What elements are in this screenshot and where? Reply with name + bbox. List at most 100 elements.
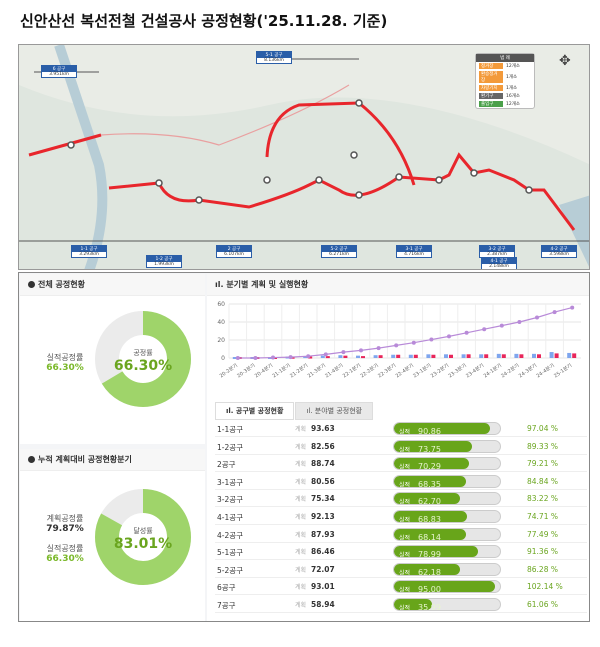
legend-title: 범 례 bbox=[476, 54, 534, 62]
actual-value: 35.99 bbox=[418, 603, 441, 611]
legend-count: 12개소 bbox=[506, 102, 521, 107]
cumulative-plan-value: 79.87% bbox=[46, 524, 84, 534]
line-point bbox=[288, 355, 293, 360]
progress-fill bbox=[394, 581, 495, 593]
section-length: 8.136km bbox=[264, 58, 284, 63]
section-name: 1-1공구 bbox=[217, 425, 244, 434]
overall-donut-fill bbox=[95, 311, 191, 407]
x-tick-label: 21-2분기 bbox=[288, 362, 309, 380]
plan-value: 87.93 bbox=[311, 529, 335, 539]
actual-progress-bar: 실적 62.70 bbox=[393, 492, 501, 506]
line-point bbox=[235, 356, 240, 360]
actual-progress-bar: 실적 73.75 bbox=[393, 439, 501, 453]
x-tick-label: 24-2분기 bbox=[500, 362, 521, 380]
cumulative-panel: 누적 계획대비 공정현황분기 계획공정률 79.87% 실적공정률 66.30% 달… bbox=[20, 449, 205, 621]
pie-icon bbox=[28, 456, 35, 463]
x-tick-label: 23-3분기 bbox=[447, 362, 468, 380]
achievement-rate: 83.22 % bbox=[527, 494, 558, 504]
bar-plan bbox=[303, 356, 308, 359]
line-point bbox=[429, 337, 434, 342]
cumulative-center: 달성률 83.01% bbox=[103, 526, 183, 552]
actual-label: 실적 bbox=[399, 464, 411, 471]
table-row: 1-2공구 계획 82.56 실적 73.75 89.33 % bbox=[215, 438, 587, 455]
bar-plan bbox=[444, 354, 448, 358]
section-name: 5-1공구 bbox=[217, 548, 244, 558]
overall-actual-block: 실적공정률 66.30% bbox=[30, 352, 100, 373]
plan-value: 92.13 bbox=[311, 512, 335, 521]
actual-progress-bar: 실적 68.83 bbox=[393, 510, 501, 523]
section-length: 2.387km bbox=[487, 252, 507, 257]
achievement-rate: 97.04 % bbox=[527, 424, 558, 433]
bar-plan bbox=[232, 357, 237, 359]
plan-value: 58.94 bbox=[311, 600, 335, 609]
line-point bbox=[341, 350, 346, 355]
actual-progress-bar: 실적 62.18 bbox=[393, 562, 501, 576]
actual-label: 실적 bbox=[399, 587, 411, 594]
overall-center: 공정률 66.30% bbox=[103, 348, 183, 374]
bar-actual bbox=[572, 353, 577, 358]
section-label: 5-2 공구 6.271km bbox=[321, 245, 357, 258]
section-name: 3-2공구 bbox=[217, 495, 244, 505]
bar-actual bbox=[484, 354, 489, 358]
tab-section-progress[interactable]: ıl. 공구별 공정현황 bbox=[215, 402, 295, 420]
x-tick-label: 25-1분기 bbox=[552, 362, 573, 380]
achievement-rate: 86.28 % bbox=[527, 564, 558, 574]
cumulative-actual-value: 66.30% bbox=[46, 554, 84, 564]
achievement-rate: 84.84 % bbox=[527, 476, 558, 486]
legend-label: 환기구 bbox=[479, 93, 503, 99]
bar-plan bbox=[373, 355, 378, 358]
cumulative-center-label: 달성률 bbox=[133, 527, 153, 535]
actual-label: 실적 bbox=[399, 446, 411, 453]
bar-actual bbox=[449, 354, 453, 358]
progress-fill bbox=[394, 511, 467, 522]
x-tick-label: 24-1분기 bbox=[482, 362, 503, 380]
section-label: 3-1 공구 4.716km bbox=[396, 245, 432, 258]
bar-actual bbox=[554, 353, 559, 358]
quarterly-panel: ıl. 분기별 계획 및 실행현황 0 20 40 60 20-2분기 20-3분기 20-… bbox=[207, 274, 589, 621]
section-name: 7공구 bbox=[217, 601, 236, 610]
section-name: 3-1공구 bbox=[217, 477, 244, 487]
legend-item: 환기구 16개소 bbox=[476, 92, 534, 100]
quarterly-chart: 020406020-2분기20-3분기20-4분기21-1분기21-2분기21-… bbox=[217, 301, 581, 380]
tab-field-progress[interactable]: ıl. 분야별 공정현황 bbox=[295, 402, 374, 420]
progress-fill bbox=[394, 493, 461, 505]
tab-bar: ıl. 공구별 공정현황 ıl. 분야별 공정현황 bbox=[215, 402, 374, 420]
table-row: 4-2공구 계획 87.93 실적 68.14 77.49 % bbox=[215, 526, 587, 543]
actual-value: 95.00 bbox=[418, 585, 441, 594]
legend-count: 12개소 bbox=[506, 64, 521, 69]
table-row: 6공구 계획 93.01 실적 95.00 102.14 % bbox=[215, 578, 587, 596]
actual-progress-bar: 실적 35.99 bbox=[393, 598, 501, 611]
section-name: 6 공구 bbox=[42, 66, 76, 72]
achievement-rate: 79.21 % bbox=[527, 459, 558, 469]
achievement-rate: 74.71 % bbox=[527, 512, 558, 521]
section-name: 2공구 bbox=[217, 460, 236, 470]
actual-value: 78.99 bbox=[418, 550, 441, 559]
bar-actual bbox=[343, 355, 348, 358]
actual-value: 68.14 bbox=[418, 532, 441, 541]
section-label: 5-1 공구 8.136km bbox=[256, 51, 292, 64]
table-row: 3-2공구 계획 75.34 실적 62.70 83.22 % bbox=[215, 490, 587, 508]
section-name: 2 공구 bbox=[217, 246, 251, 252]
actual-progress-bar: 실적 70.29 bbox=[393, 457, 501, 471]
plan-value: 88.74 bbox=[311, 459, 335, 469]
bar-plan bbox=[567, 352, 572, 358]
plan-label: 계획 bbox=[295, 566, 307, 574]
actual-progress-bar: 실적 90.86 bbox=[393, 422, 501, 435]
bar-plan bbox=[338, 355, 343, 358]
chart-header: ıl. 분기별 계획 및 실행현황 bbox=[207, 274, 589, 296]
y-tick-label: 60 bbox=[217, 301, 225, 308]
table-row: 1-1공구 계획 93.63 실적 90.86 97.04 % bbox=[215, 420, 587, 437]
actual-label: 실적 bbox=[399, 481, 411, 488]
plan-value: 93.63 bbox=[311, 424, 335, 433]
progress-fill bbox=[394, 423, 491, 434]
section-length: 6.107km bbox=[224, 252, 244, 257]
bar-actual bbox=[308, 356, 313, 359]
x-tick-label: 24-4분기 bbox=[535, 362, 556, 380]
bar-plan bbox=[514, 353, 519, 358]
x-tick-label: 21-3분기 bbox=[306, 362, 327, 380]
section-name: 3-1 공구 bbox=[397, 246, 431, 252]
x-tick-label: 23-4분기 bbox=[464, 362, 485, 380]
plan-value: 72.07 bbox=[311, 564, 335, 574]
plan-label: 계획 bbox=[295, 478, 307, 486]
table-row: 7공구 계획 58.94 실적 35.99 61.06 % bbox=[215, 596, 587, 613]
